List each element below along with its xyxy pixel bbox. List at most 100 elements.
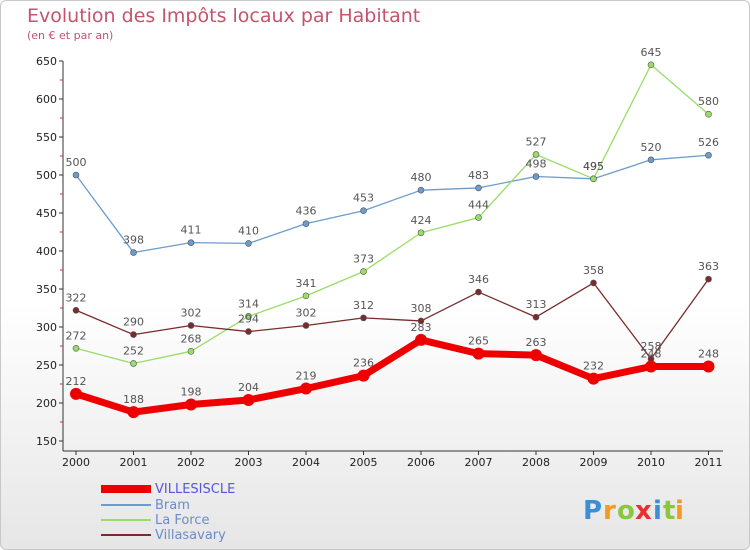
x-tick-label: 2011 — [695, 456, 723, 469]
data-label: 363 — [698, 260, 719, 273]
data-label: 302 — [296, 306, 317, 319]
data-label: 265 — [468, 335, 489, 348]
data-point — [417, 229, 425, 237]
data-label: 236 — [353, 357, 374, 370]
data-point — [532, 313, 540, 321]
x-tick-label: 2010 — [637, 456, 665, 469]
x-tick-label: 2004 — [292, 456, 320, 469]
y-tick-label: 250 — [36, 359, 57, 372]
data-point — [417, 186, 425, 194]
x-tick-label: 2005 — [350, 456, 378, 469]
x-tick-label: 2007 — [465, 456, 493, 469]
y-tick-label: 150 — [36, 435, 57, 448]
data-label: 268 — [181, 332, 202, 345]
data-label: 520 — [641, 141, 662, 154]
data-label: 500 — [66, 156, 87, 169]
data-point — [472, 347, 485, 360]
y-tick-label: 650 — [36, 55, 57, 68]
data-label: 498 — [526, 158, 547, 171]
data-point — [302, 220, 310, 227]
data-point — [530, 349, 542, 362]
legend-entry: La Force — [155, 513, 210, 528]
data-point — [187, 239, 195, 246]
logo-letter: r — [603, 496, 616, 526]
data-point — [590, 175, 597, 183]
y-tick-label: 600 — [36, 93, 57, 106]
data-label: 527 — [526, 135, 547, 148]
x-tick-label: 2008 — [522, 456, 550, 469]
data-point — [415, 333, 427, 346]
x-tick-label: 2002 — [177, 456, 205, 469]
data-label: 314 — [238, 297, 259, 310]
x-tick-label: 2006 — [407, 456, 435, 469]
x-tick-label: 2001 — [120, 456, 148, 469]
data-point — [590, 279, 597, 287]
logo-letter: x — [635, 496, 652, 526]
data-label: 204 — [238, 381, 259, 394]
data-label: 436 — [296, 205, 317, 218]
data-point — [300, 382, 312, 395]
data-point — [532, 173, 540, 180]
data-point — [587, 372, 600, 385]
data-point — [702, 360, 715, 373]
data-label: 444 — [468, 199, 489, 212]
x-tick-label: 2000 — [62, 456, 90, 469]
data-label: 398 — [123, 234, 144, 247]
data-point — [532, 151, 540, 158]
data-point — [645, 360, 657, 373]
data-label: 411 — [181, 224, 202, 237]
data-point — [647, 156, 655, 164]
legend-entry: VILLESISCLE — [155, 482, 235, 497]
data-point — [185, 398, 197, 411]
data-label: 248 — [698, 348, 719, 361]
data-point — [302, 322, 310, 329]
data-point — [130, 331, 137, 338]
data-point — [360, 268, 367, 275]
data-label: 290 — [123, 316, 144, 329]
data-label: 495 — [583, 160, 604, 173]
series-line-la-force — [75, 64, 710, 365]
y-tick-label: 550 — [36, 131, 57, 144]
data-point — [302, 292, 310, 300]
data-label: 232 — [583, 360, 604, 373]
data-label: 645 — [641, 46, 662, 59]
data-point — [475, 214, 482, 221]
data-label: 272 — [66, 329, 87, 342]
data-label: 580 — [698, 95, 719, 108]
logo-letter: t — [663, 496, 675, 526]
logo-letter: o — [617, 496, 635, 526]
data-label: 302 — [181, 306, 202, 319]
x-tick-label: 2003 — [235, 456, 263, 469]
data-label: 322 — [66, 291, 87, 304]
data-point — [245, 328, 252, 335]
data-point — [187, 322, 195, 329]
legend-entry: Villasavary — [155, 528, 226, 543]
data-label: 219 — [296, 370, 317, 383]
data-point — [475, 288, 482, 296]
data-label: 263 — [526, 336, 547, 349]
data-point — [70, 387, 82, 400]
series-line-villasavary — [75, 278, 710, 360]
data-point — [475, 184, 482, 192]
data-point — [360, 314, 367, 322]
data-point — [245, 240, 252, 247]
data-label: 480 — [411, 171, 432, 184]
logo-letter: i — [675, 496, 684, 526]
data-point — [357, 369, 370, 382]
data-point — [360, 207, 367, 215]
data-point — [72, 344, 80, 352]
data-label: 312 — [353, 299, 374, 312]
data-label: 453 — [353, 192, 374, 205]
y-tick-label: 450 — [36, 207, 57, 220]
data-point — [127, 406, 140, 419]
x-tick-label: 2009 — [580, 456, 608, 469]
data-label: 294 — [238, 313, 259, 326]
data-label: 198 — [181, 386, 202, 399]
y-tick-label: 400 — [36, 245, 57, 258]
y-tick-label: 500 — [36, 169, 57, 182]
chart-title: Evolution des Impôts locaux par Habitant — [27, 5, 421, 27]
data-point — [72, 306, 80, 314]
y-tick-label: 300 — [36, 321, 57, 334]
data-point — [245, 313, 252, 320]
